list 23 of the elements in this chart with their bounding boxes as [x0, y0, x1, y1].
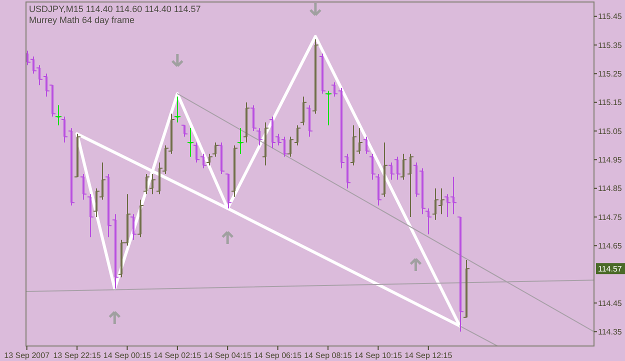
y-tick-label: 115.45: [598, 12, 622, 22]
y-tick-label: 115.05: [598, 126, 622, 136]
x-tick-label: 14 Sep 10:15: [354, 351, 403, 360]
y-tick-label: 114.75: [598, 212, 622, 222]
text: 114.57: [598, 264, 622, 274]
y-tick-label: 114.65: [598, 241, 622, 250]
x-tick-label: 14 Sep 08:15: [304, 351, 352, 360]
y-tick-label: 115.25: [598, 69, 622, 78]
chart-title: USDJPY,M15 114.40 114.60 114.40 114.57: [29, 4, 201, 14]
y-tick-label: 115.15: [598, 98, 622, 108]
y-tick-label: 114.95: [598, 155, 622, 164]
y-tick-label: 114.85: [598, 184, 622, 194]
x-tick-label: 14 Sep 02:15: [154, 351, 202, 360]
x-tick-label: 13 Sep 22:15: [53, 351, 102, 360]
text: Murrey Math 64 day frame: [29, 15, 135, 25]
y-tick-label: 114.45: [598, 298, 622, 308]
y-tick-label: 115.35: [598, 40, 622, 50]
x-tick-label: 13 Sep 2007: [4, 351, 50, 360]
x-tick-label: 14 Sep 04:15: [204, 351, 252, 360]
x-tick-label: 14 Sep 12:15: [404, 351, 453, 360]
x-tick-label: 14 Sep 00:15: [103, 351, 152, 360]
x-tick-label: 14 Sep 06:15: [254, 351, 302, 360]
y-tick-label: 114.35: [598, 327, 622, 336]
